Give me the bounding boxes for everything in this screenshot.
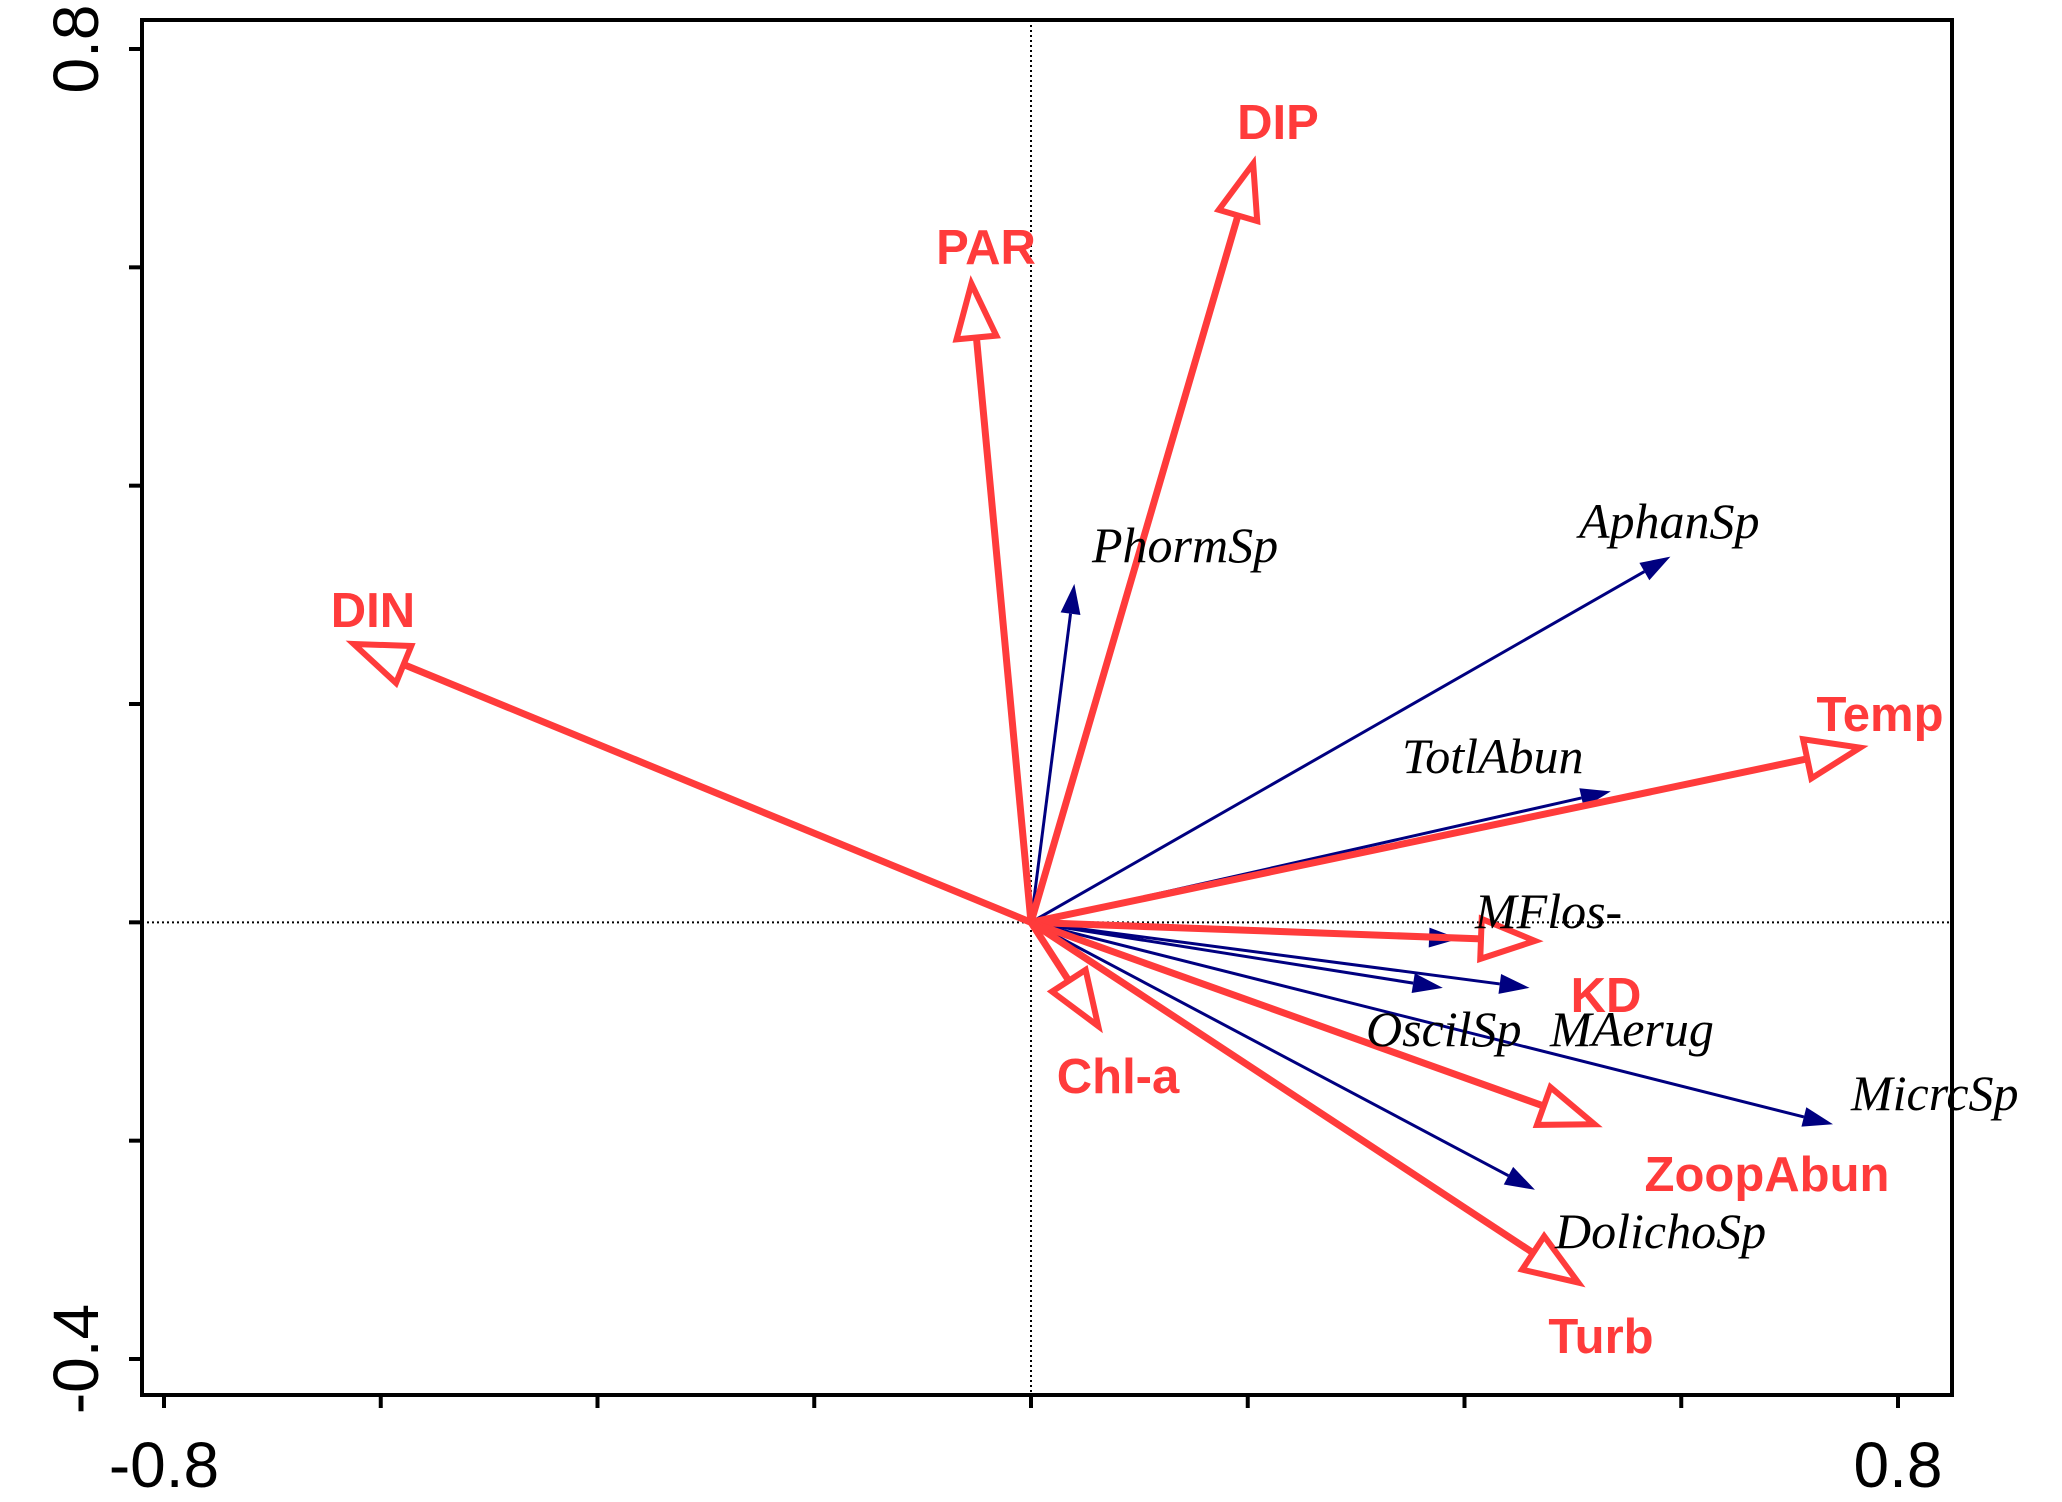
species-arrowhead	[1498, 974, 1530, 994]
env-arrowhead	[1517, 1230, 1586, 1288]
environmental-labels: DIP PAR DIN Temp KD Chl-a ZoopAbun Turb	[331, 96, 1944, 1364]
env-vector-kd	[1030, 914, 1544, 964]
species-vector-micrcsp	[1030, 920, 1833, 1127]
env-vector-temp	[1030, 735, 1869, 926]
env-label-din: DIN	[331, 584, 415, 638]
env-vector-line	[1030, 755, 1808, 926]
env-arrowhead	[952, 275, 1001, 343]
env-vector-line	[1028, 920, 1072, 983]
species-vector-line	[1029, 613, 1073, 923]
species-vector-line	[1030, 570, 1646, 924]
species-label-totlabun: TotlAbun	[1402, 728, 1584, 784]
species-vector-line	[1030, 921, 1510, 1178]
x-tick-label-max: 0.8	[1854, 1429, 1943, 1501]
env-arrowhead	[1799, 735, 1869, 784]
species-arrowhead	[1503, 1166, 1535, 1190]
species-labels: PhormSp AphanSp TotlAbun MFlos- OscilSp …	[1091, 493, 2019, 1259]
env-vector-par	[952, 275, 1035, 923]
env-label-temp: Temp	[1816, 688, 1943, 742]
species-arrowhead	[1801, 1107, 1833, 1127]
env-label-dip: DIP	[1237, 96, 1319, 150]
env-label-turb: Turb	[1548, 1310, 1653, 1364]
env-arrowhead	[1046, 964, 1103, 1034]
species-vector-aphansp	[1030, 556, 1671, 924]
y-tick-label-max: 0.8	[40, 5, 112, 94]
species-arrowhead	[1060, 583, 1081, 615]
species-vector-phormsp	[1029, 583, 1081, 923]
env-vector-dip	[1027, 155, 1261, 924]
env-arrowhead	[1477, 914, 1544, 964]
species-vector-maerug	[1030, 920, 1530, 994]
species-vector-line	[1030, 920, 1805, 1119]
env-vector-line	[1029, 919, 1545, 1110]
env-vector-turb	[1029, 919, 1586, 1288]
species-arrowhead	[1639, 556, 1671, 581]
env-label-par: PAR	[936, 221, 1036, 275]
species-vector-oscilsp	[1030, 920, 1443, 993]
species-arrowhead	[1411, 973, 1443, 993]
env-vector-zoopabun	[1029, 919, 1603, 1128]
env-vector-line	[1027, 214, 1242, 924]
species-label-phormsp: PhormSp	[1091, 517, 1278, 573]
env-label-chl-a: Chl-a	[1057, 1050, 1180, 1104]
x-tick-label-min: -0.8	[109, 1429, 219, 1501]
env-vector-line	[1029, 919, 1536, 1256]
axis-tick-labels: -0.8 0.8 0.8 -0.4	[40, 5, 1942, 1501]
env-arrowhead	[1532, 1082, 1603, 1128]
species-vector-dolichosp	[1030, 921, 1535, 1190]
species-label-oscilsp: OscilSp	[1366, 1001, 1522, 1057]
species-label-dolichosp: DolichoSp	[1554, 1203, 1766, 1259]
env-vector-chl-a	[1028, 920, 1103, 1034]
env-label-kd: KD	[1571, 969, 1642, 1023]
species-label-mflos: MFlos-	[1474, 883, 1622, 939]
plot-frame	[140, 18, 1954, 1397]
environmental-vectors	[345, 155, 1869, 1288]
env-arrowhead	[1213, 155, 1261, 226]
species-label-maerug: MAerug	[1549, 1001, 1714, 1057]
species-label-aphansp: AphanSp	[1576, 493, 1760, 549]
env-label-zoopabun: ZoopAbun	[1645, 1148, 1890, 1202]
species-label-micrcsp: MicrcSp	[1850, 1065, 2019, 1121]
species-vector-line	[1030, 920, 1500, 986]
env-vector-din	[345, 640, 1033, 926]
species-vector-line	[1030, 920, 1414, 985]
axis-ticks	[129, 47, 1900, 1408]
env-vector-line	[1030, 918, 1482, 943]
env-arrowhead	[345, 640, 416, 689]
env-vector-line	[402, 661, 1033, 926]
env-vector-line	[972, 337, 1035, 923]
y-tick-label-min: -0.4	[40, 1304, 112, 1414]
